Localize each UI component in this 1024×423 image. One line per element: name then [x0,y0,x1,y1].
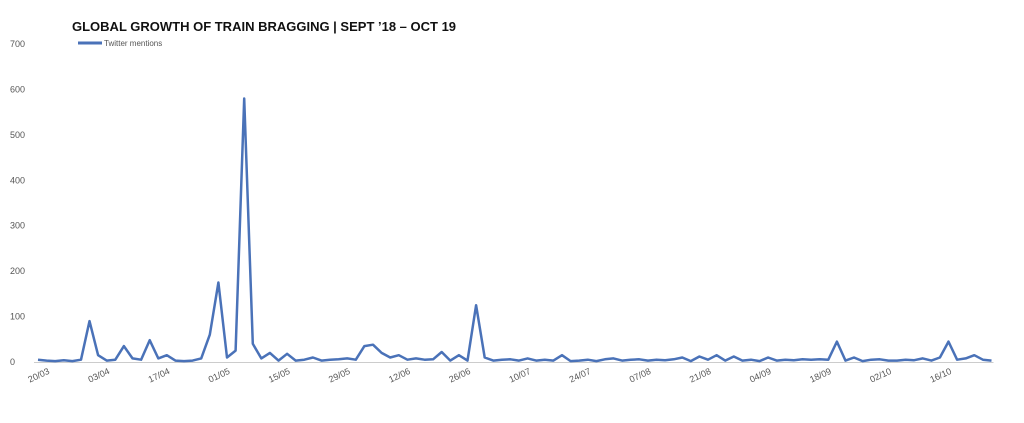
x-tick-label: 10/07 [507,366,532,385]
x-tick-label: 16/10 [928,366,953,385]
y-tick-label: 600 [10,84,25,94]
x-tick-label: 07/08 [628,366,653,385]
y-tick-label: 0 [10,357,15,367]
y-tick-label: 300 [10,221,25,231]
legend-label: Twitter mentions [104,39,162,48]
x-tick-label: 03/04 [87,366,112,385]
y-tick-label: 400 [10,175,25,185]
x-tick-label: 26/06 [447,366,472,385]
x-tick-label: 29/05 [327,366,352,385]
x-tick-label: 20/03 [26,366,51,385]
x-tick-label: 12/06 [387,366,412,385]
chart-title: GLOBAL GROWTH OF TRAIN BRAGGING | SEPT ’… [72,19,456,34]
line-series [37,97,992,363]
y-tick-label: 500 [10,130,25,140]
x-tick-label: 24/07 [568,366,593,385]
x-tick-label: 17/04 [147,366,172,385]
x-tick-label: 21/08 [688,366,713,385]
x-tick-label: 15/05 [267,366,292,385]
x-tick-label: 02/10 [868,366,893,385]
x-tick-label: 18/09 [808,366,833,385]
x-tick-label: 04/09 [748,366,773,385]
x-tick-label: 01/05 [207,366,232,385]
y-tick-label: 700 [10,39,25,49]
y-tick-label: 100 [10,312,25,322]
y-tick-label: 200 [10,266,25,276]
